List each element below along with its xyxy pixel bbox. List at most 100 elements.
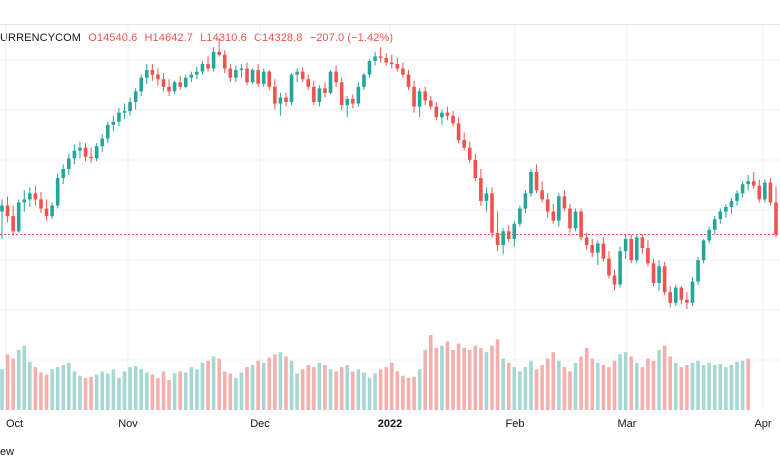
candle-body-38 [211,51,216,69]
volume-bar-26 [144,372,149,410]
volume-bar-117 [651,360,656,410]
volume-bar-30 [167,380,171,410]
volume-bar-21 [117,377,121,410]
volume-bar-49 [273,354,277,410]
volume-bar-34 [189,367,194,410]
candle-body-33 [183,77,188,87]
candle-body-68 [378,56,383,58]
candle-115 [640,234,645,255]
volume-bar-116 [646,358,650,410]
candle-body-82 [456,123,461,141]
candle-24 [133,88,138,110]
volume-bar-10 [55,367,60,410]
candle-136 [757,179,762,203]
candle-96 [534,164,539,194]
candle-body-136 [757,185,762,200]
candle-61 [339,77,344,110]
volume-bar-94 [523,367,528,410]
candle-138 [768,178,773,206]
candle-51 [284,92,288,107]
candle-body-69 [384,57,389,63]
candle-body-71 [395,64,400,69]
candle-18 [100,133,105,153]
candle-40 [222,50,227,74]
candle-99 [551,203,556,224]
candle-body-99 [551,211,556,221]
volume-bar-65 [362,372,366,410]
candle-32 [178,76,182,90]
candle-48 [267,70,272,90]
candle-10 [55,173,60,209]
volume-bar-39 [217,358,221,410]
candle-body-13 [72,150,77,159]
candle-9 [50,202,54,220]
volume-bar-59 [328,369,333,410]
volume-bar-110 [612,360,617,410]
candle-135 [751,172,756,189]
volume-bar-43 [239,372,244,410]
candle-body-5 [28,193,32,200]
volume-bar-113 [629,356,634,410]
volume-bar-83 [462,347,466,410]
candle-body-21 [117,112,121,122]
candle-26 [144,64,149,84]
candle-body-1 [5,205,10,217]
close-value: C14328.8 [254,32,303,44]
volume-bar-9 [50,369,54,410]
volume-bar-89 [495,339,500,410]
candle-17 [94,143,99,162]
candle-139 [774,186,778,238]
volume-bar-92 [512,367,517,410]
candle-body-53 [295,71,299,75]
volume-bar-69 [384,367,389,410]
candle-27 [150,64,155,81]
candle-5 [28,187,32,207]
volume-bar-42 [234,377,238,410]
candle-28 [156,68,160,86]
volume-bar-47 [261,362,266,410]
candle-82 [456,117,461,144]
candle-body-72 [401,68,405,75]
candle-127 [707,226,711,244]
volume-bar-79 [440,345,444,410]
candle-body-93 [518,208,522,224]
candle-body-76 [423,91,427,101]
candle-body-92 [512,223,517,239]
x-tick-mar: Mar [618,418,637,430]
candle-body-8 [44,208,49,217]
candle-62 [345,95,350,118]
candle-84 [467,141,472,163]
candle-118 [657,260,661,291]
candle-body-3 [16,202,21,232]
bottom-toolbar-label[interactable]: ew [0,446,15,458]
volume-bar-102 [568,371,572,410]
open-value: O14540.6 [88,32,138,44]
candle-46 [256,64,260,87]
volume-bar-15 [83,377,88,410]
candle-125 [696,257,700,285]
candle-body-74 [412,86,416,107]
candle-38 [211,47,216,72]
candle-116 [646,240,650,267]
volume-bar-88 [490,345,494,410]
candle-body-66 [367,60,372,75]
volume-bar-73 [406,377,411,410]
candle-body-133 [740,184,745,194]
candle-132 [735,190,739,206]
volume-bar-29 [161,371,166,410]
candle-body-36 [200,64,205,72]
volume-bar-96 [534,369,539,410]
candle-body-61 [339,82,344,106]
candle-body-135 [751,181,756,186]
candle-body-51 [284,97,288,103]
volume-bar-46 [256,360,260,410]
volume-bar-120 [668,356,672,410]
volume-bar-105 [584,347,589,410]
candle-20 [111,115,116,131]
volume-bar-122 [679,367,684,410]
candle-body-2 [11,216,15,232]
volume-bar-86 [479,347,483,410]
candle-body-47 [261,71,266,84]
candle-body-100 [557,196,561,221]
